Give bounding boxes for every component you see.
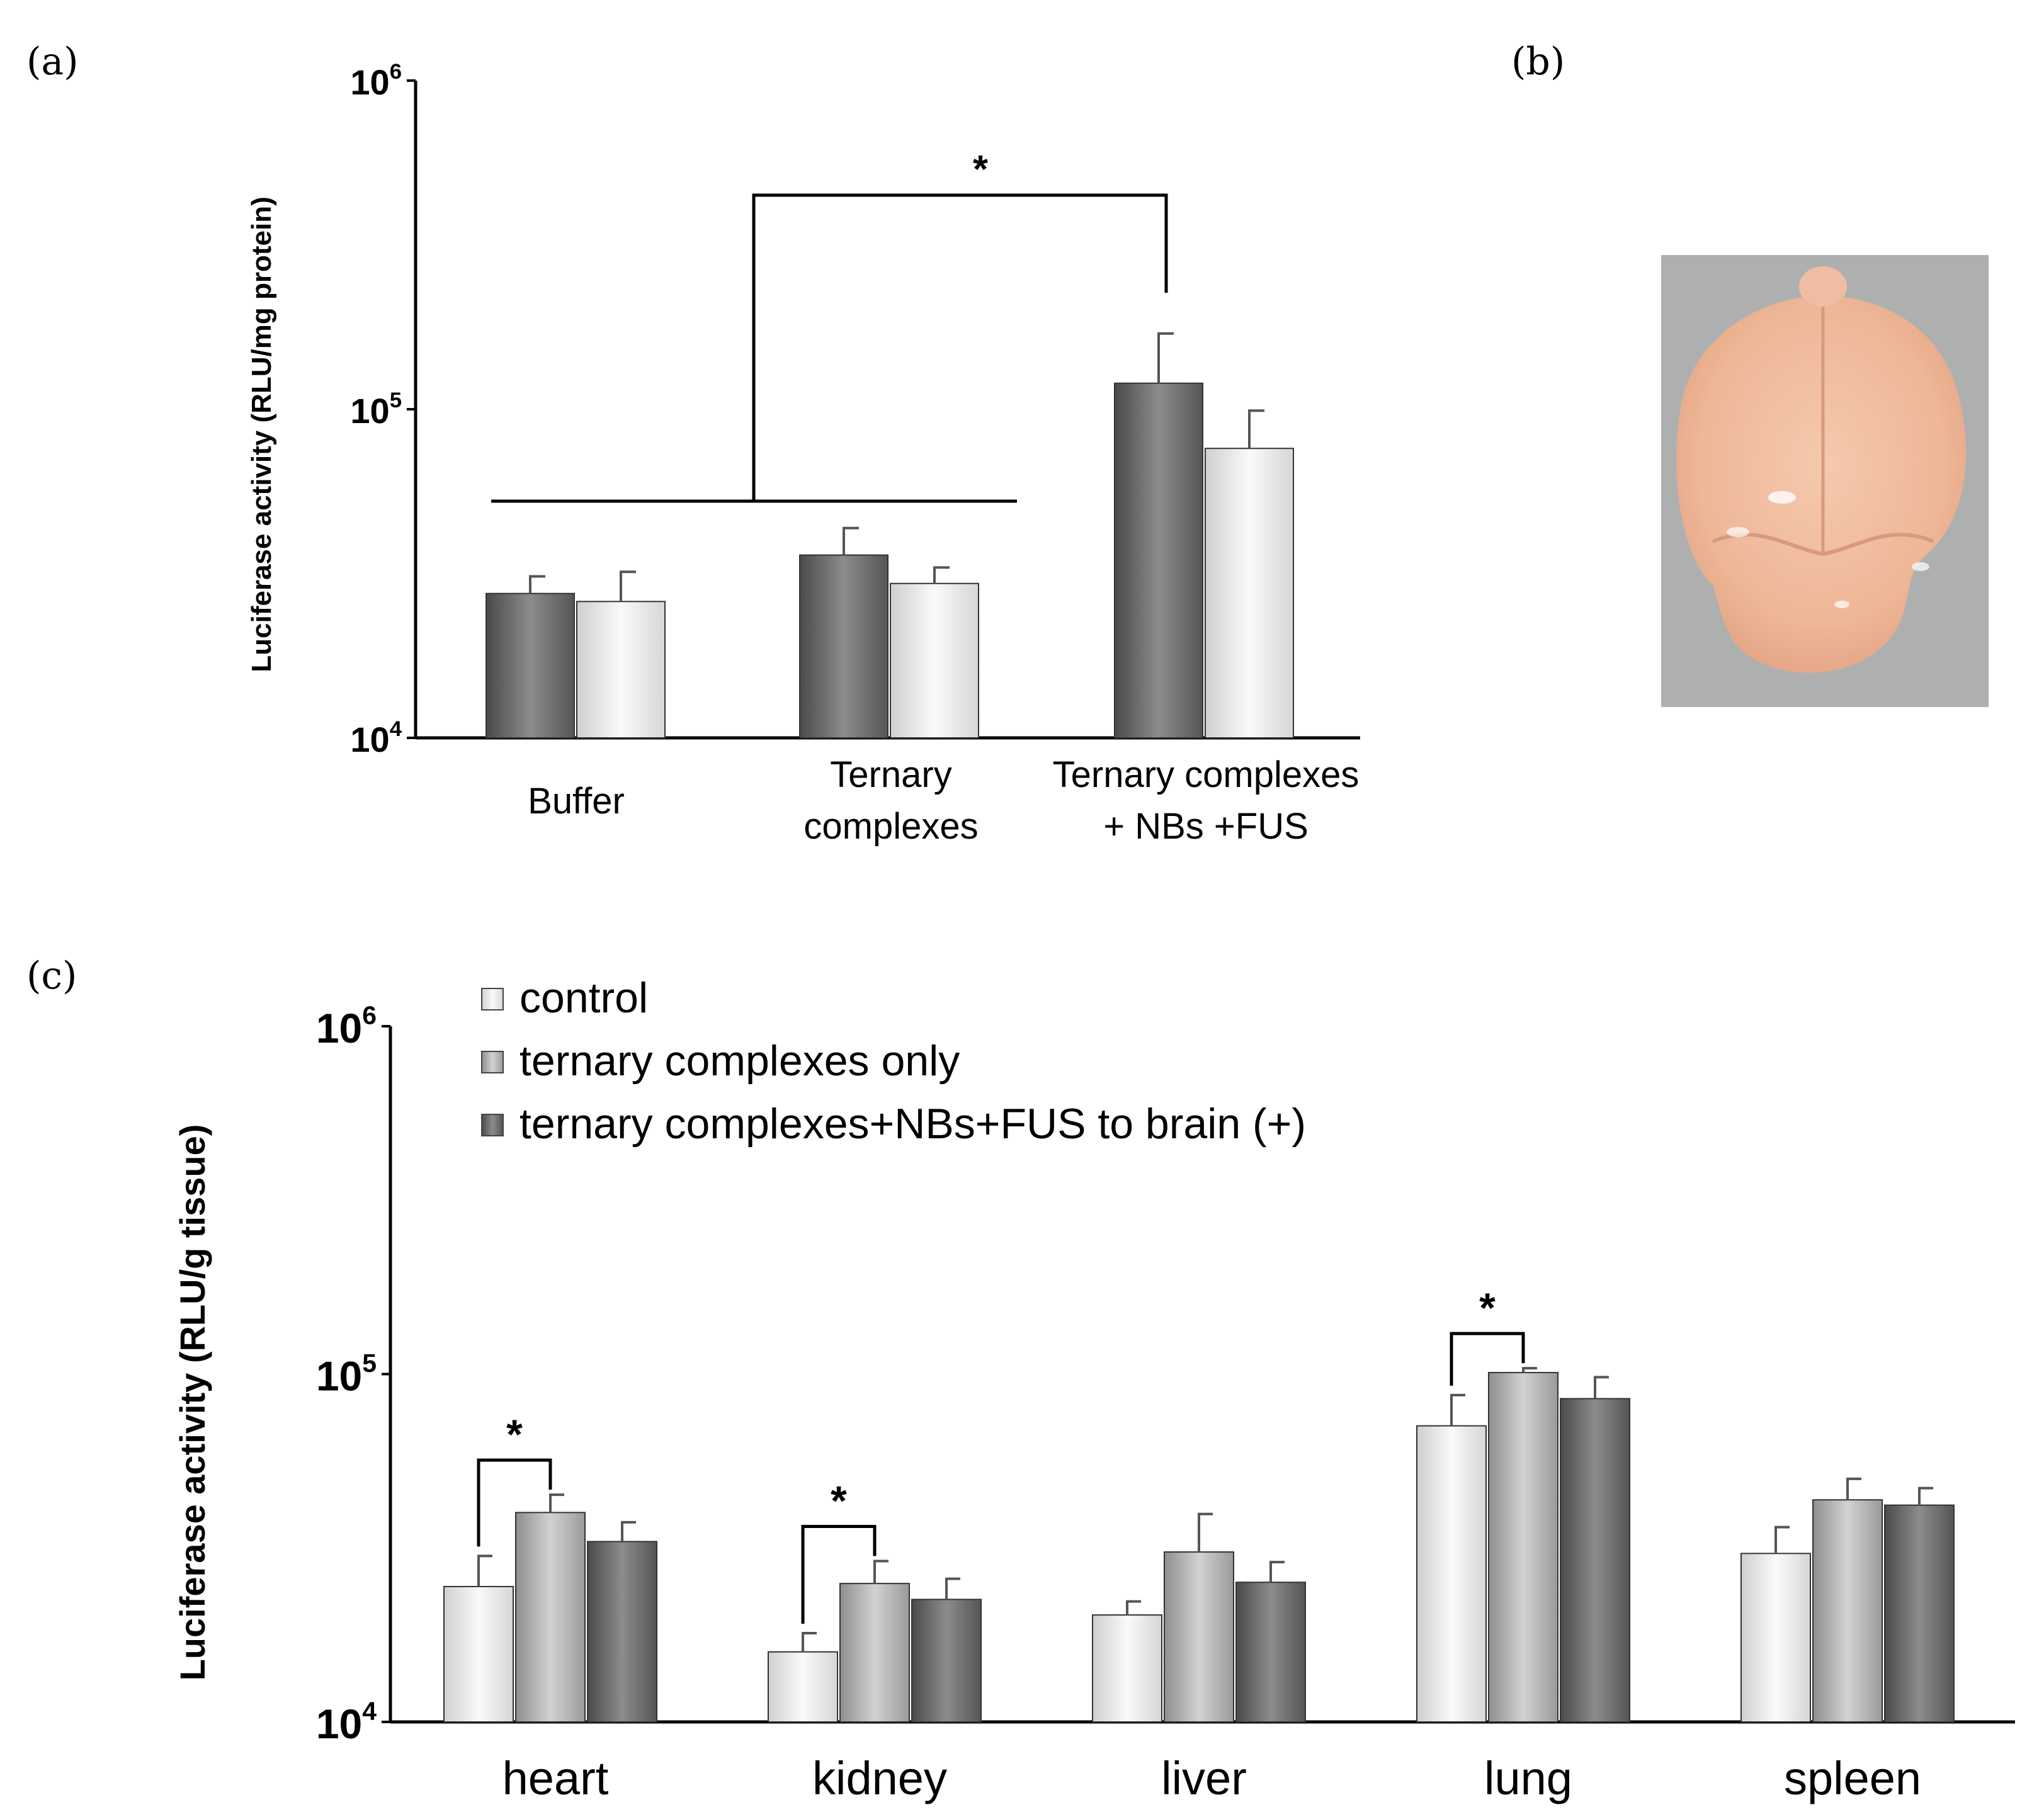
legend-label: ternary complexes+NBs+FUS to brain (+) <box>520 1100 1306 1148</box>
y-tick-base: 10 <box>350 720 389 759</box>
bar <box>1884 1504 1955 1723</box>
y-tick-label: 105 <box>350 388 402 431</box>
y-tick-label: 104 <box>350 717 402 759</box>
y-tick-base: 10 <box>350 391 389 431</box>
y-tick-exponent: 6 <box>362 1000 377 1029</box>
significance-star: * <box>973 148 989 191</box>
y-tick-base: 10 <box>316 1353 362 1400</box>
bar <box>1740 1553 1811 1723</box>
bar <box>1092 1614 1162 1723</box>
y-tick-exponent: 6 <box>390 60 402 84</box>
x-category-label: Buffer <box>528 781 625 822</box>
significance-bracket <box>801 1525 877 1624</box>
bar-dark <box>1114 382 1203 739</box>
x-category-label: + NBs +FUS <box>1103 806 1309 847</box>
x-category-label: spleen <box>1784 1752 1921 1804</box>
y-tick-exponent: 4 <box>390 717 402 741</box>
bar <box>768 1651 838 1723</box>
bar-dark <box>799 554 889 739</box>
bar-light <box>890 582 979 739</box>
panel-label-a: (a) <box>26 40 79 84</box>
bar <box>443 1585 514 1723</box>
legend-swatch <box>481 988 504 1010</box>
bar <box>839 1583 910 1723</box>
y-tick-exponent: 5 <box>362 1349 377 1378</box>
y-tick-label: 106 <box>316 1000 377 1051</box>
x-category-label: lung <box>1484 1752 1572 1804</box>
y-axis-label: Luciferase activity (RLU/g tissue) <box>173 1124 212 1681</box>
bar <box>1416 1425 1487 1723</box>
legend-label: control <box>520 974 648 1022</box>
x-category-label: Ternary <box>830 754 951 795</box>
y-axis-label: Luciferase activity (RLU/mg protein) <box>246 196 277 672</box>
x-category-label: heart <box>502 1752 609 1804</box>
y-tick-base: 10 <box>316 1701 362 1747</box>
legend-swatch <box>481 1051 504 1073</box>
bar <box>1488 1372 1559 1723</box>
significance-bracket <box>1450 1332 1525 1386</box>
x-category-label: complexes <box>803 806 978 847</box>
bar <box>911 1599 982 1723</box>
legend-label: ternary complexes only <box>520 1037 960 1085</box>
significance-bracket <box>752 193 1168 501</box>
bar <box>1560 1398 1630 1723</box>
significance-star: * <box>506 1411 523 1458</box>
significance-star: * <box>1479 1284 1496 1331</box>
bar-dark <box>485 592 575 739</box>
bar <box>1812 1499 1883 1723</box>
y-tick-label: 104 <box>316 1696 377 1747</box>
y-tick-label: 106 <box>350 60 402 102</box>
y-tick-base: 10 <box>350 62 389 102</box>
bar-light <box>576 601 666 739</box>
x-category-label: liver <box>1161 1752 1247 1804</box>
y-tick-exponent: 4 <box>362 1696 377 1725</box>
x-category-label: kidney <box>812 1752 947 1804</box>
bar <box>515 1512 586 1723</box>
bar <box>587 1541 657 1723</box>
panel-label-c: (c) <box>26 954 77 998</box>
bar <box>1235 1582 1306 1723</box>
bar-light <box>1205 448 1294 739</box>
y-tick-exponent: 5 <box>390 388 402 412</box>
x-category-label: Ternary complexes <box>1053 754 1360 795</box>
y-tick-label: 105 <box>316 1349 377 1400</box>
legend-swatch <box>481 1114 504 1136</box>
significance-bracket <box>477 1458 552 1547</box>
bar <box>1164 1551 1234 1723</box>
mouse-brain-photo-icon <box>1661 255 1989 707</box>
significance-star: * <box>831 1478 847 1524</box>
panel-label-b: (b) <box>1511 40 1565 84</box>
y-tick-base: 10 <box>316 1005 362 1051</box>
